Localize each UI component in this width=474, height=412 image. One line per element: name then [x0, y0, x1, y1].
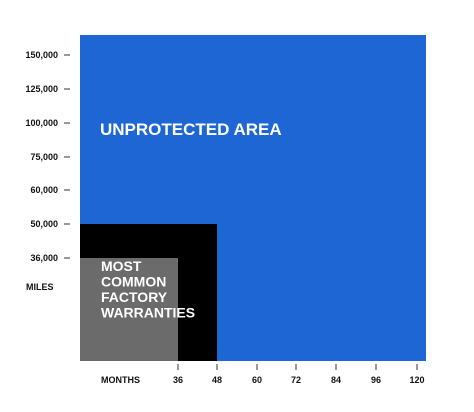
warranty-label-line: MOST: [101, 258, 142, 274]
y-tick-label: 100,000: [25, 118, 58, 128]
y-tick-label: 60,000: [30, 185, 58, 195]
warranty-label-line: FACTORY: [101, 289, 168, 305]
x-tick-label: 96: [371, 375, 381, 385]
y-axis: 150,000 125,000 100,000 75,000 60,000 50,000 3…: [25, 50, 70, 263]
x-tick-label: 120: [409, 375, 424, 385]
x-tick-label: 84: [331, 375, 341, 385]
coverage-regions: [80, 35, 426, 361]
y-tick-label: 150,000: [25, 50, 58, 60]
x-tick-label: 36: [173, 375, 183, 385]
warranty-label-line: COMMON: [101, 274, 166, 290]
y-tick-label: 50,000: [30, 219, 58, 229]
y-tick-label: 36,000: [30, 253, 58, 263]
x-tick-label: 48: [212, 375, 222, 385]
unprotected-area-label: UNPROTECTED AREA: [100, 120, 282, 139]
warranty-label-line: WARRANTIES: [101, 305, 195, 321]
y-tick-label: 125,000: [25, 84, 58, 94]
x-tick-label: 72: [291, 375, 301, 385]
y-tick-label: 75,000: [30, 152, 58, 162]
factory-warranty-region: [80, 258, 178, 361]
x-tick-label: 60: [252, 375, 262, 385]
y-axis-title: MILES: [26, 282, 54, 292]
x-axis: 36 48 60 72 84 96 120: [173, 364, 425, 385]
x-axis-title: MONTHS: [101, 375, 140, 385]
factory-warranties-label: MOST COMMON FACTORY WARRANTIES: [101, 258, 195, 321]
